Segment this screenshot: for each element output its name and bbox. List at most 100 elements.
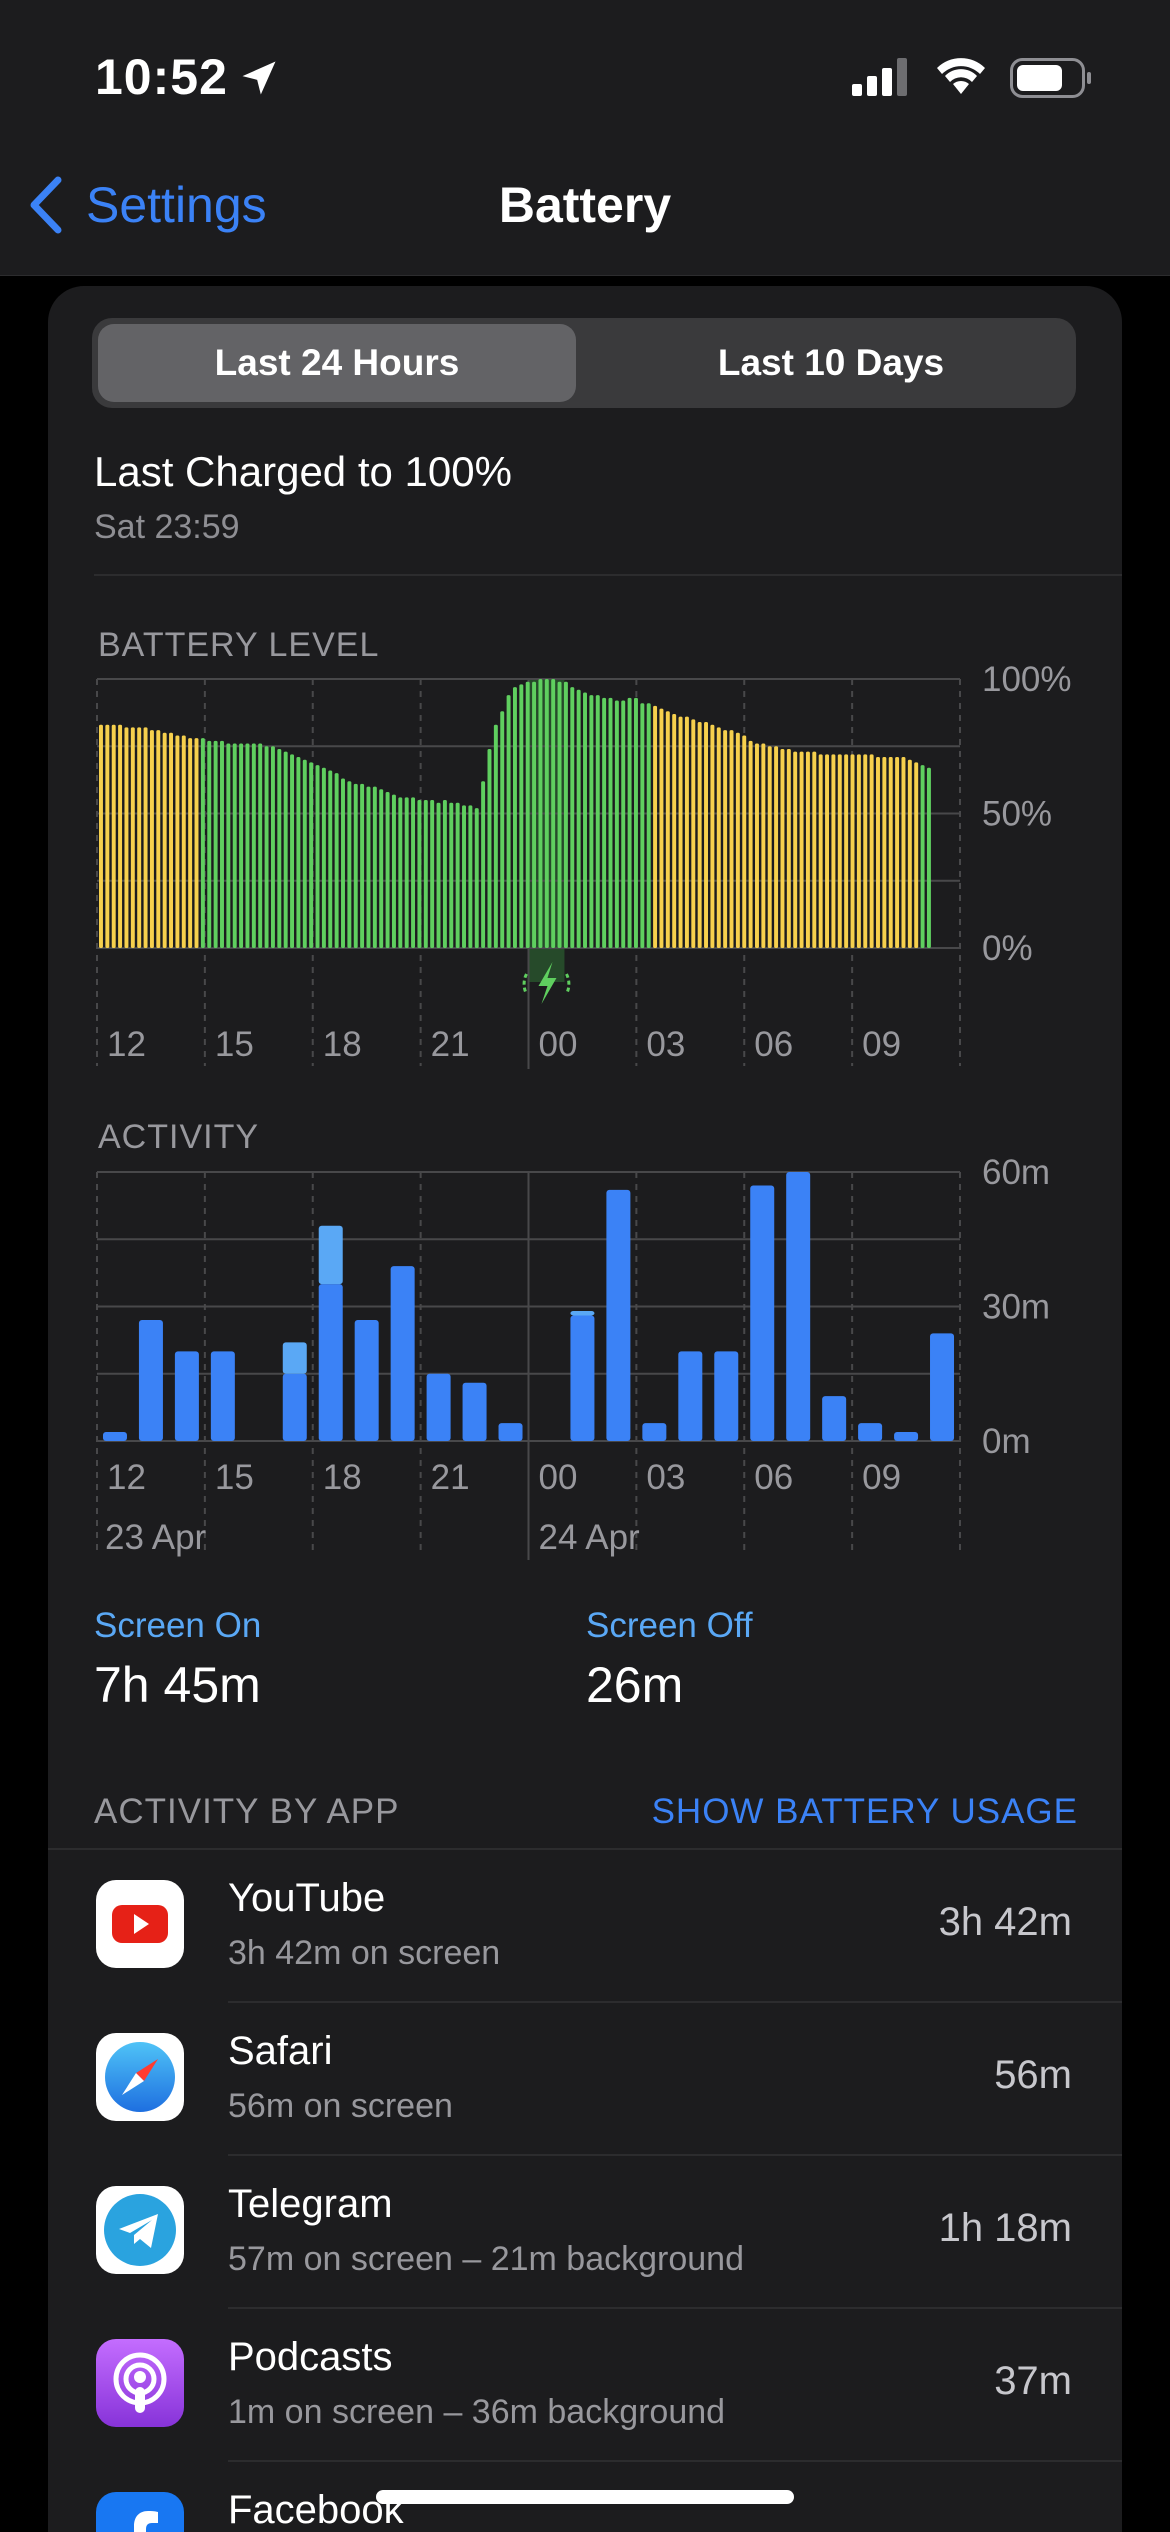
- battery-bar: [423, 800, 428, 948]
- screen-off-bar: [318, 1225, 343, 1285]
- battery-bar: [385, 791, 390, 948]
- battery-bar: [379, 789, 384, 948]
- battery-bar: [812, 751, 817, 948]
- battery-bar: [372, 786, 377, 948]
- battery-bar: [442, 800, 447, 948]
- app-row-podcasts[interactable]: Podcasts 1m on screen – 36m background 3…: [48, 2309, 1122, 2462]
- battery-bar: [659, 708, 664, 948]
- battery-bar: [398, 797, 403, 948]
- chevron-left-icon: [30, 176, 62, 234]
- x-tick-label: 15: [215, 1458, 254, 1497]
- facebook-icon: [96, 2492, 184, 2532]
- battery-bar: [130, 727, 135, 948]
- battery-bar: [920, 765, 925, 948]
- battery-bar: [614, 700, 619, 948]
- battery-bar: [595, 695, 600, 948]
- battery-status-icon: [1010, 58, 1091, 98]
- battery-bar: [366, 786, 371, 948]
- location-arrow-icon: [242, 61, 276, 95]
- bolt-arc: [522, 973, 528, 995]
- battery-level-label: BATTERY LEVEL: [98, 626, 380, 664]
- battery-bar: [360, 783, 365, 948]
- battery-bar: [907, 759, 912, 948]
- y-tick-label: 30m: [982, 1288, 1050, 1327]
- battery-bar: [149, 730, 154, 948]
- x-tick-label: 21: [431, 1458, 470, 1497]
- screen-on-value: 7h 45m: [94, 1657, 261, 1713]
- battery-bar: [258, 743, 263, 948]
- segment-last-24-hours[interactable]: Last 24 Hours: [98, 324, 576, 402]
- battery-bar: [684, 716, 689, 948]
- wifi-icon: [937, 58, 985, 94]
- divider: [228, 2460, 1122, 2462]
- show-battery-usage-link[interactable]: SHOW BATTERY USAGE: [651, 1792, 1078, 1831]
- battery-bar: [627, 697, 632, 948]
- divider: [228, 2154, 1122, 2156]
- battery-bar: [799, 751, 804, 948]
- app-row-facebook[interactable]: Facebook: [48, 2462, 1122, 2532]
- home-indicator[interactable]: [376, 2490, 794, 2504]
- app-name: Safari: [228, 2029, 333, 2073]
- app-time: 1h 18m: [938, 2206, 1072, 2250]
- app-name: YouTube: [228, 1876, 386, 1920]
- battery-bar: [512, 687, 517, 948]
- battery-bar: [926, 767, 931, 948]
- battery-bar: [99, 724, 103, 948]
- battery-bar: [888, 757, 893, 948]
- y-tick-label: 0m: [982, 1422, 1031, 1461]
- app-row-safari[interactable]: Safari 56m on screen 56m: [48, 2003, 1122, 2156]
- x-tick-label: 21: [431, 1025, 470, 1064]
- app-detail: 3h 42m on screen: [228, 1934, 501, 1972]
- app-name: Podcasts: [228, 2335, 393, 2379]
- battery-bar: [633, 697, 638, 948]
- battery-bar: [220, 740, 224, 948]
- last-charged-time: Sat 23:59: [94, 508, 240, 546]
- battery-bar: [532, 681, 537, 948]
- divider: [48, 1848, 1122, 1850]
- screen-on-label: Screen On: [94, 1606, 262, 1645]
- battery-bar: [462, 805, 466, 948]
- app-detail: 57m on screen – 21m background: [228, 2240, 744, 2278]
- battery-bar: [283, 751, 288, 948]
- app-name: Facebook: [228, 2488, 404, 2532]
- screen-on-bar: [750, 1185, 775, 1441]
- screen-on-bar: [138, 1319, 163, 1441]
- battery-bar: [525, 681, 530, 948]
- battery-bar: [232, 743, 237, 948]
- segment-last-10-days[interactable]: Last 10 Days: [717, 342, 945, 383]
- battery-bar: [869, 754, 874, 948]
- screen-on-bar: [174, 1351, 199, 1441]
- battery-bar: [468, 805, 473, 948]
- screen-off-label: Screen Off: [586, 1606, 753, 1645]
- divider: [94, 574, 1122, 576]
- battery-bar: [538, 679, 543, 948]
- back-button[interactable]: Settings: [28, 176, 267, 234]
- app-row-youtube[interactable]: YouTube 3h 42m on screen 3h 42m: [48, 1850, 1122, 2003]
- youtube-icon: [96, 1880, 184, 1968]
- y-tick-label: 50%: [982, 795, 1052, 834]
- app-row-telegram[interactable]: Telegram 57m on screen – 21m background …: [48, 2156, 1122, 2309]
- battery-bar: [774, 746, 779, 948]
- x-tick-label: 12: [107, 1458, 146, 1497]
- battery-bar: [226, 743, 231, 948]
- battery-bar: [404, 797, 409, 948]
- battery-bar: [729, 730, 734, 948]
- battery-bar: [672, 713, 677, 948]
- x-tick-label: 03: [646, 1458, 685, 1497]
- screen-on-bar: [894, 1432, 919, 1441]
- x-tick-label: 03: [646, 1025, 685, 1064]
- app-detail: 1m on screen – 36m background: [228, 2393, 726, 2431]
- battery-bar: [678, 716, 683, 948]
- screen-on-bar: [930, 1333, 955, 1441]
- battery-bar: [290, 754, 295, 948]
- y-tick-label: 60m: [982, 1153, 1050, 1192]
- battery-bar: [417, 800, 422, 948]
- battery-bar: [748, 740, 753, 948]
- screen-on-bar: [786, 1172, 811, 1441]
- screen-on-bar: [318, 1284, 343, 1441]
- battery-bar: [793, 751, 798, 948]
- battery-bar: [576, 689, 581, 948]
- divider: [228, 2307, 1122, 2309]
- battery-bar: [321, 767, 326, 948]
- charging-bolt-icon: [522, 962, 571, 1004]
